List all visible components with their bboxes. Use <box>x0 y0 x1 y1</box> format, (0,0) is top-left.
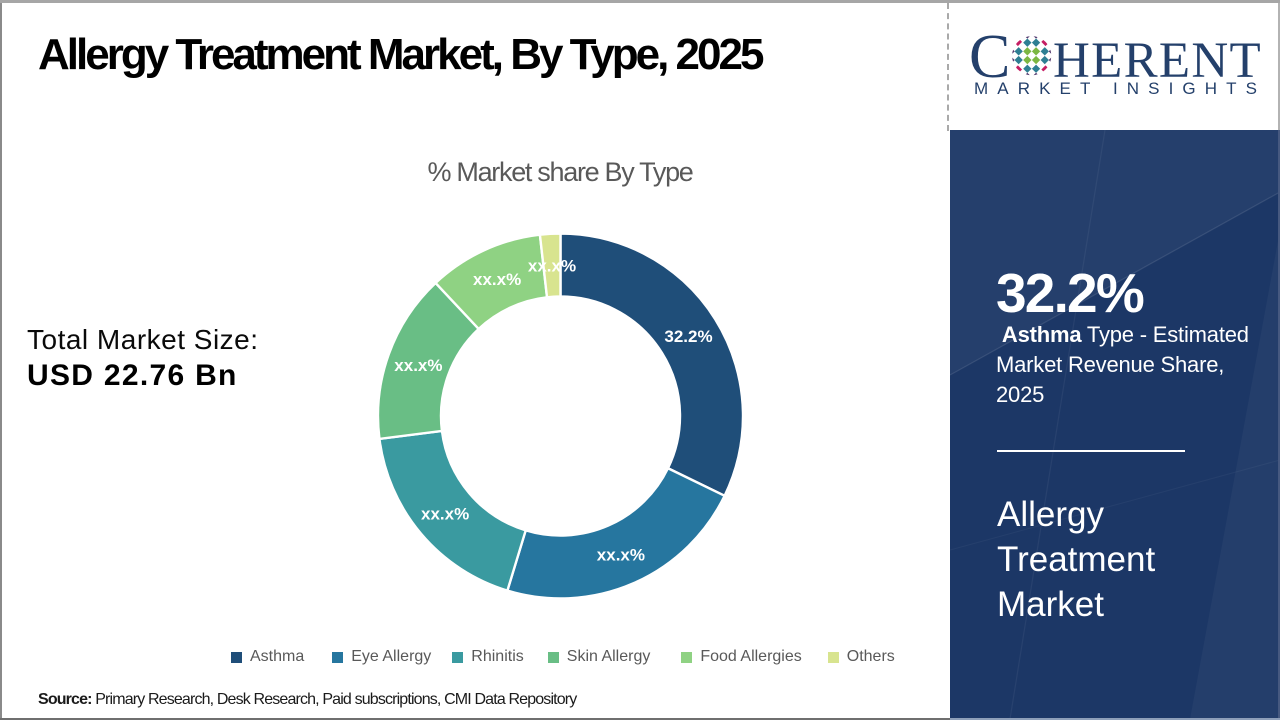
svg-text:xx.x%: xx.x% <box>597 546 645 565</box>
svg-text:xx.x%: xx.x% <box>421 505 469 524</box>
svg-text:HERENT: HERENT <box>1053 33 1262 89</box>
svg-text:MARKET INSIGHTS: MARKET INSIGHTS <box>974 79 1266 98</box>
svg-text:xx.x%: xx.x% <box>528 256 576 275</box>
svg-text:32.2%: 32.2% <box>664 327 712 346</box>
svg-text:xx.x%: xx.x% <box>394 356 442 375</box>
svg-text:C: C <box>969 23 1010 91</box>
svg-text:xx.x%: xx.x% <box>473 270 521 289</box>
